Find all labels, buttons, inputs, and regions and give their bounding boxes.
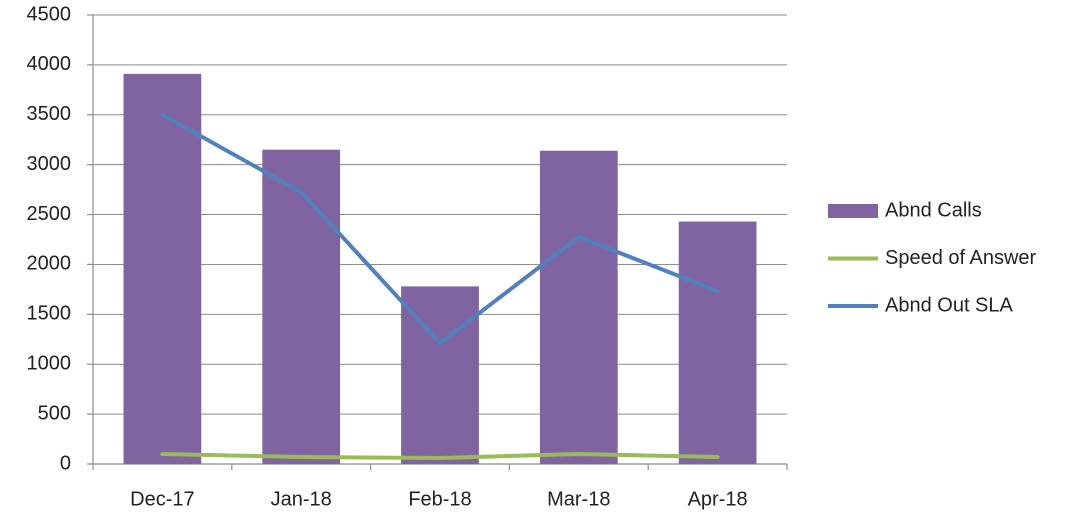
y-tick-label: 3000 bbox=[27, 153, 72, 175]
y-tick-label: 3500 bbox=[27, 103, 72, 125]
legend-label: Abnd Calls bbox=[885, 199, 982, 221]
legend-swatch bbox=[828, 204, 878, 218]
y-tick-label: 500 bbox=[38, 402, 71, 424]
y-tick-label: 4000 bbox=[27, 53, 72, 75]
y-tick-label: 2500 bbox=[27, 203, 72, 225]
line bbox=[160, 112, 720, 346]
line bbox=[160, 452, 720, 461]
x-tick-label: Feb-18 bbox=[408, 488, 471, 510]
x-tick-label: Dec-17 bbox=[130, 488, 194, 510]
y-tick-label: 0 bbox=[60, 452, 71, 474]
y-tick-label: 2000 bbox=[27, 253, 72, 275]
x-tick-label: Jan-18 bbox=[271, 488, 332, 510]
y-tick-label: 1500 bbox=[27, 303, 72, 325]
bar bbox=[539, 150, 618, 464]
legend-label: Abnd Out SLA bbox=[885, 294, 1014, 316]
x-tick-label: Mar-18 bbox=[547, 488, 610, 510]
bar bbox=[262, 149, 341, 464]
bar bbox=[123, 73, 202, 464]
y-tick-label: 1000 bbox=[27, 353, 72, 375]
y-tick-label: 4500 bbox=[27, 3, 72, 25]
x-tick-label: Apr-18 bbox=[688, 488, 748, 510]
bar bbox=[678, 221, 757, 464]
legend-label: Speed of Answer bbox=[885, 247, 1037, 269]
